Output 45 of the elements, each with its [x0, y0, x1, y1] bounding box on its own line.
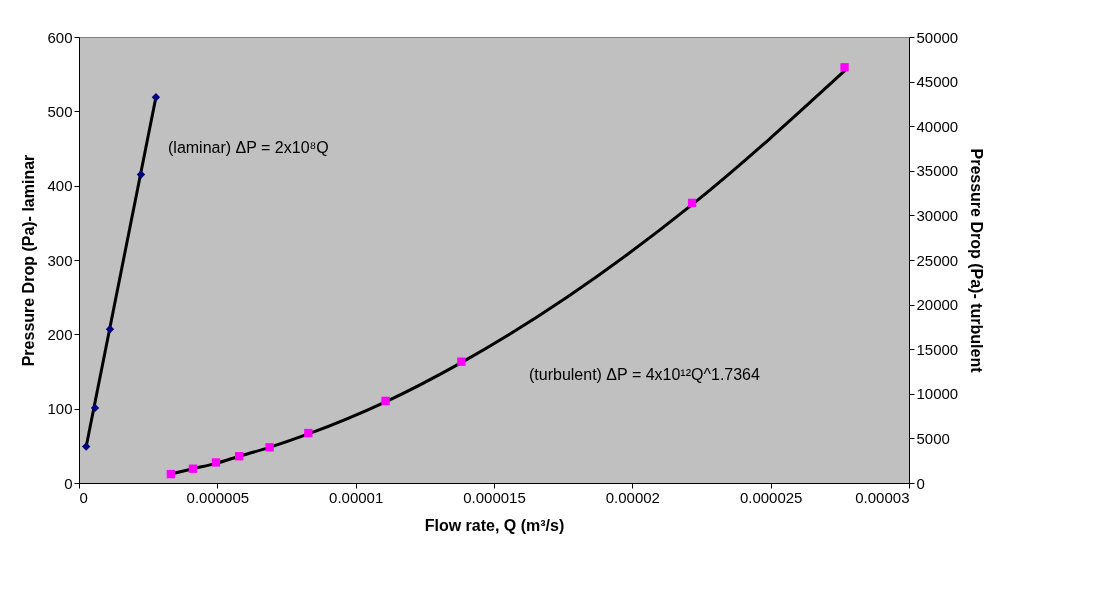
x-tick-label: 0.000015 [463, 488, 526, 506]
y-tick-label: 400 [47, 177, 73, 195]
y2-tick-label: 40000 [916, 117, 959, 135]
point [304, 428, 313, 438]
y2-tick-label: 50000 [916, 28, 959, 46]
x-tick-label: 0 [79, 488, 88, 506]
point [166, 469, 176, 479]
point [381, 396, 390, 406]
point [151, 93, 161, 102]
y2-tick-label: 15000 [916, 340, 959, 358]
y2-tick-label: 20000 [916, 296, 959, 314]
point [211, 458, 221, 467]
annotation: (turbulent) ΔP = 4x10¹²Q^1.7364 [529, 366, 761, 383]
y-axis-title: Pressure Drop (Pa)- laminar [20, 154, 38, 367]
point [188, 464, 198, 473]
x-tick-label: 0.000025 [739, 488, 803, 506]
point [90, 403, 100, 413]
x-tick-label: 0.000005 [186, 488, 250, 506]
x-tick-label: 0.00001 [329, 488, 384, 506]
point [136, 170, 146, 179]
x-axis-title: Flow rate, Q (m³/s) [424, 516, 565, 534]
point [265, 443, 274, 452]
annotation: (laminar) ΔP = 2x10⁸Q [168, 139, 329, 156]
y2-tick-label: 0 [916, 474, 925, 492]
y2-tick-label: 5000 [916, 429, 950, 447]
y-tick-label: 0 [64, 474, 73, 492]
y-tick-label: 200 [47, 325, 73, 343]
y-tick-label: 600 [47, 28, 73, 46]
y2-tick-label: 35000 [916, 162, 959, 180]
point [82, 442, 91, 451]
x-tick-label: 0.00003 [855, 488, 910, 506]
y2-tick-label: 10000 [916, 385, 959, 403]
y-tick-label: 500 [47, 102, 73, 120]
y2-tick-label: 45000 [916, 73, 959, 91]
point [105, 324, 115, 334]
y-tick-label: 100 [47, 400, 73, 418]
x-tick-label: 0.00002 [605, 488, 660, 506]
y2-tick-label: 30000 [916, 206, 959, 224]
point [457, 357, 466, 366]
y2-tick-label: 25000 [916, 251, 959, 269]
point [840, 63, 849, 72]
y2-axis-title: Pressure Drop (Pa)- turbulent [968, 148, 986, 374]
point [235, 452, 244, 461]
point [687, 198, 697, 208]
y-tick-label: 300 [47, 251, 73, 269]
